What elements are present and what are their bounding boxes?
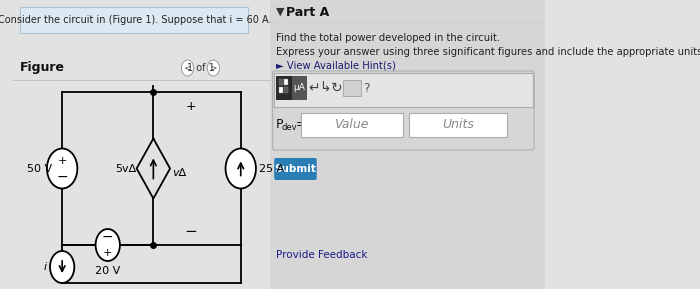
FancyBboxPatch shape (13, 0, 270, 289)
Text: ↵: ↵ (308, 81, 319, 95)
Circle shape (96, 229, 120, 261)
FancyBboxPatch shape (274, 73, 533, 107)
Circle shape (181, 60, 194, 76)
Text: Provide Feedback: Provide Feedback (276, 250, 368, 260)
Text: ► View Available Hint(s): ► View Available Hint(s) (276, 61, 395, 71)
FancyBboxPatch shape (284, 87, 288, 93)
Circle shape (225, 149, 256, 188)
Text: 1 of 1: 1 of 1 (187, 63, 214, 73)
Circle shape (47, 149, 77, 188)
Text: =: = (293, 118, 307, 131)
Text: ▼: ▼ (276, 7, 284, 17)
Text: Value: Value (335, 118, 369, 131)
Circle shape (50, 251, 74, 283)
Text: Find the total power developed in the circuit.: Find the total power developed in the ci… (276, 33, 500, 43)
Text: >: > (209, 64, 217, 73)
Text: −: − (185, 223, 197, 238)
Text: 5v∆: 5v∆ (116, 164, 136, 173)
Text: dev: dev (281, 123, 297, 132)
FancyBboxPatch shape (292, 76, 307, 100)
Text: Part A: Part A (286, 5, 330, 18)
Text: ?: ? (363, 81, 370, 95)
FancyBboxPatch shape (284, 79, 288, 85)
Text: ↳: ↳ (319, 81, 331, 95)
Text: +: + (103, 248, 113, 258)
Text: −: − (102, 230, 113, 244)
Circle shape (207, 60, 220, 76)
Text: Units: Units (442, 118, 474, 131)
FancyBboxPatch shape (20, 7, 248, 33)
Text: Submit: Submit (274, 164, 316, 174)
Text: 50 V: 50 V (27, 164, 52, 173)
Text: i: i (44, 262, 47, 272)
Text: Express your answer using three significant figures and include the appropriate : Express your answer using three signific… (276, 47, 700, 57)
FancyBboxPatch shape (279, 87, 283, 93)
Text: Figure: Figure (20, 62, 65, 75)
FancyBboxPatch shape (409, 113, 508, 137)
FancyBboxPatch shape (270, 0, 545, 289)
Text: 20 V: 20 V (95, 266, 120, 276)
Text: +: + (186, 99, 196, 112)
FancyBboxPatch shape (301, 113, 403, 137)
Text: +: + (57, 157, 66, 166)
Text: μA: μA (293, 84, 305, 92)
FancyBboxPatch shape (274, 158, 316, 180)
Text: −: − (56, 170, 68, 184)
Text: P: P (276, 118, 284, 131)
Text: <: < (183, 64, 191, 73)
FancyBboxPatch shape (342, 80, 360, 96)
Text: v∆: v∆ (172, 168, 187, 179)
Text: 25 A: 25 A (259, 164, 284, 173)
FancyBboxPatch shape (279, 79, 283, 85)
Text: Consider the circuit in (Figure 1). Suppose that i = 60 A.: Consider the circuit in (Figure 1). Supp… (0, 15, 271, 25)
FancyBboxPatch shape (276, 76, 292, 100)
Text: ↻: ↻ (330, 81, 342, 95)
